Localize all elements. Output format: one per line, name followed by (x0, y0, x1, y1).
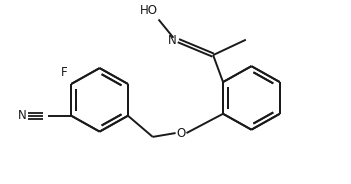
Text: N: N (168, 34, 177, 47)
Text: N: N (18, 109, 27, 122)
Text: HO: HO (140, 4, 158, 17)
Text: F: F (61, 66, 67, 79)
Text: O: O (176, 127, 185, 139)
